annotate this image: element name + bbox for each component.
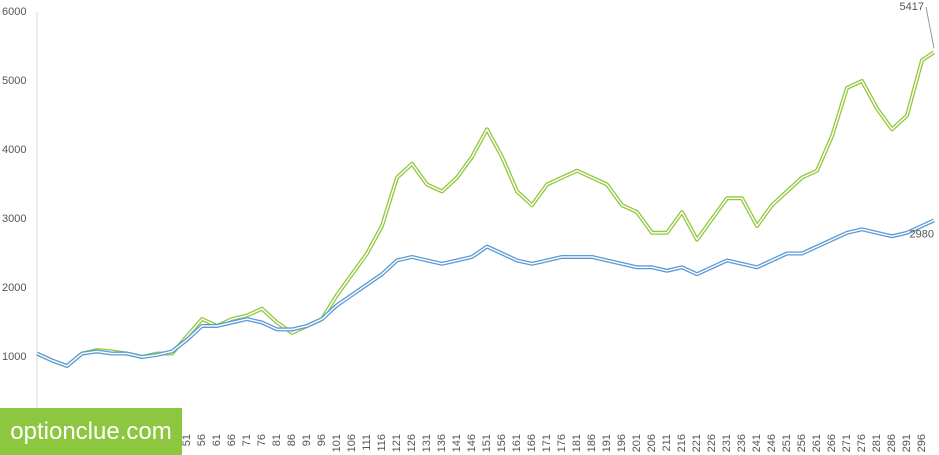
- x-tick-label: 176: [556, 434, 568, 452]
- x-tick-label: 216: [676, 434, 688, 452]
- series-line: [36, 50, 936, 368]
- x-tick-label: 296: [916, 434, 928, 452]
- x-tick-label: 266: [826, 434, 838, 452]
- x-tick-label: 126: [406, 434, 418, 452]
- x-tick-label: 151: [481, 434, 493, 452]
- x-tick-label: 196: [616, 434, 628, 452]
- data-label: 5417: [900, 1, 924, 13]
- x-tick-label: 61: [211, 434, 223, 446]
- series-line-inner: [36, 219, 935, 367]
- leader-line: [925, 6, 935, 49]
- x-tick-label: 246: [766, 434, 778, 452]
- x-tick-label: 101: [331, 434, 343, 452]
- x-tick-label: 146: [466, 434, 478, 452]
- y-tick-label: 6000: [2, 6, 26, 18]
- x-tick-label: 76: [256, 434, 268, 446]
- x-tick-label: 276: [856, 434, 868, 452]
- x-tick-label: 111: [361, 434, 373, 451]
- x-tick-label: 291: [901, 434, 913, 452]
- x-tick-label: 286: [886, 434, 898, 452]
- x-tick-label: 256: [796, 434, 808, 452]
- series-line: [36, 218, 935, 368]
- x-tick-label: 211: [661, 434, 673, 452]
- x-tick-label: 191: [601, 434, 613, 452]
- series-line-inner: [36, 51, 935, 367]
- x-tick-label: 66: [226, 434, 238, 446]
- data-label: 2980: [910, 228, 934, 240]
- x-tick-label: 131: [421, 434, 433, 452]
- x-tick-label: 161: [511, 434, 523, 452]
- x-tick-label: 236: [736, 434, 748, 452]
- x-tick-label: 281: [871, 434, 883, 452]
- y-tick-label: 2000: [2, 282, 26, 294]
- y-tick-label: 4000: [2, 144, 26, 156]
- y-tick-label: 5000: [2, 75, 26, 87]
- x-tick-label: 231: [721, 434, 733, 452]
- x-tick-label: 106: [346, 434, 358, 452]
- x-tick-label: 181: [571, 434, 583, 452]
- x-tick-label: 271: [841, 434, 853, 452]
- x-tick-label: 186: [586, 434, 598, 452]
- x-tick-label: 71: [241, 434, 253, 446]
- x-tick-label: 171: [541, 434, 553, 452]
- x-tick-label: 136: [436, 434, 448, 452]
- x-tick-label: 91: [301, 434, 313, 446]
- x-tick-label: 56: [196, 434, 208, 446]
- x-tick-label: 251: [781, 434, 793, 452]
- watermark: optionclue.com: [0, 408, 182, 455]
- x-tick-label: 116: [376, 434, 388, 452]
- x-tick-label: 141: [451, 434, 463, 452]
- x-tick-label: 81: [271, 434, 283, 446]
- x-tick-label: 96: [316, 434, 328, 446]
- x-tick-label: 226: [706, 434, 718, 452]
- x-tick-label: 156: [496, 434, 508, 452]
- x-tick-label: 221: [691, 434, 703, 452]
- x-tick-label: 121: [391, 434, 403, 452]
- x-tick-label: 206: [646, 434, 658, 452]
- x-tick-label: 51: [181, 434, 193, 446]
- x-tick-label: 166: [526, 434, 538, 452]
- x-tick-label: 241: [751, 434, 763, 452]
- y-tick-label: 1000: [2, 351, 26, 363]
- x-tick-label: 261: [811, 434, 823, 452]
- x-tick-label: 86: [286, 434, 298, 446]
- x-tick-label: 201: [631, 434, 643, 452]
- y-tick-label: 3000: [2, 213, 26, 225]
